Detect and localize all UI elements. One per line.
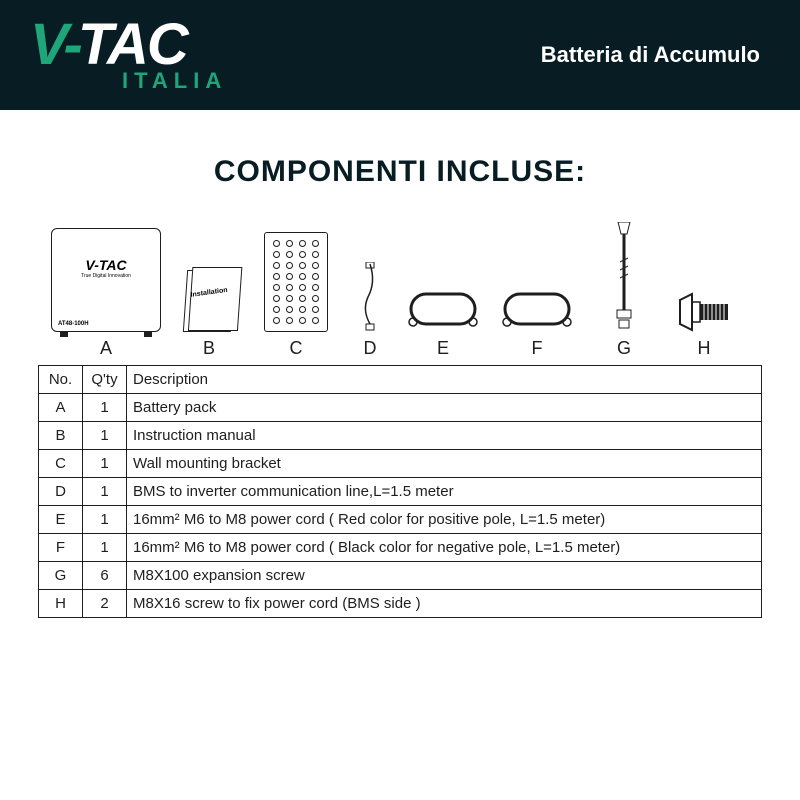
- cell-no: D: [39, 478, 83, 506]
- cell-no: A: [39, 394, 83, 422]
- th-desc: Description: [127, 366, 762, 394]
- comm-cable-icon: [356, 262, 384, 332]
- table-row: F116mm² M6 to M8 power cord ( Black colo…: [39, 534, 762, 562]
- cell-desc: Instruction manual: [127, 422, 762, 450]
- th-no: No.: [39, 366, 83, 394]
- th-qty: Q'ty: [83, 366, 127, 394]
- logo-v-text: V-: [30, 16, 80, 74]
- label-c: C: [290, 338, 303, 359]
- cell-no: C: [39, 450, 83, 478]
- table-header-row: No. Q'ty Description: [39, 366, 762, 394]
- brand-logo: V- TAC ITALIA: [30, 16, 227, 94]
- cell-desc: M8X16 screw to fix power cord (BMS side …: [127, 590, 762, 618]
- cell-qty: 1: [83, 422, 127, 450]
- cell-qty: 6: [83, 562, 127, 590]
- item-a: V-TAC True Digital Innovation AT48-100H …: [42, 228, 170, 359]
- label-g: G: [617, 338, 631, 359]
- cell-no: F: [39, 534, 83, 562]
- item-b: Installation B: [170, 270, 248, 359]
- cell-qty: 2: [83, 590, 127, 618]
- battery-icon: V-TAC True Digital Innovation AT48-100H: [51, 228, 161, 332]
- logo-tac-text: TAC: [78, 16, 187, 74]
- table-row: E116mm² M6 to M8 power cord ( Red color …: [39, 506, 762, 534]
- power-cord-red-icon: [405, 288, 481, 332]
- table-row: G6M8X100 expansion screw: [39, 562, 762, 590]
- table-row: D1BMS to inverter communication line,L=1…: [39, 478, 762, 506]
- cell-no: E: [39, 506, 83, 534]
- label-a: A: [100, 338, 112, 359]
- cell-desc: 16mm² M6 to M8 power cord ( Black color …: [127, 534, 762, 562]
- table-row: C1Wall mounting bracket: [39, 450, 762, 478]
- cell-no: H: [39, 590, 83, 618]
- cell-desc: M8X100 expansion screw: [127, 562, 762, 590]
- header-bar: V- TAC ITALIA Batteria di Accumulo: [0, 0, 800, 110]
- cell-no: G: [39, 562, 83, 590]
- manual-icon: Installation: [183, 270, 235, 332]
- components-table: No. Q'ty Description A1Battery packB1Ins…: [38, 365, 762, 618]
- table-row: A1Battery pack: [39, 394, 762, 422]
- label-f: F: [532, 338, 543, 359]
- cell-desc: 16mm² M6 to M8 power cord ( Red color fo…: [127, 506, 762, 534]
- bolt-icon: [676, 292, 732, 332]
- item-h: H: [664, 292, 744, 359]
- label-d: D: [364, 338, 377, 359]
- cell-qty: 1: [83, 394, 127, 422]
- cell-qty: 1: [83, 450, 127, 478]
- logo-italia-text: ITALIA: [122, 68, 227, 94]
- cell-qty: 1: [83, 506, 127, 534]
- power-cord-black-icon: [499, 288, 575, 332]
- label-e: E: [437, 338, 449, 359]
- label-h: H: [698, 338, 711, 359]
- header-title: Batteria di Accumulo: [541, 42, 760, 68]
- item-f: F: [490, 288, 584, 359]
- section-title: COMPONENTI INCLUSE:: [0, 155, 800, 189]
- cell-desc: Wall mounting bracket: [127, 450, 762, 478]
- cell-qty: 1: [83, 478, 127, 506]
- illustration-row: V-TAC True Digital Innovation AT48-100H …: [0, 219, 800, 359]
- label-b: B: [203, 338, 215, 359]
- expansion-screw-icon: [613, 222, 635, 332]
- item-d: D: [344, 262, 396, 359]
- table-row: H2M8X16 screw to fix power cord (BMS sid…: [39, 590, 762, 618]
- table-row: B1Instruction manual: [39, 422, 762, 450]
- cell-desc: BMS to inverter communication line,L=1.5…: [127, 478, 762, 506]
- cell-no: B: [39, 422, 83, 450]
- item-c: C: [248, 232, 344, 359]
- bracket-icon: [264, 232, 328, 332]
- cell-desc: Battery pack: [127, 394, 762, 422]
- cell-qty: 1: [83, 534, 127, 562]
- item-e: E: [396, 288, 490, 359]
- item-g: G: [584, 222, 664, 359]
